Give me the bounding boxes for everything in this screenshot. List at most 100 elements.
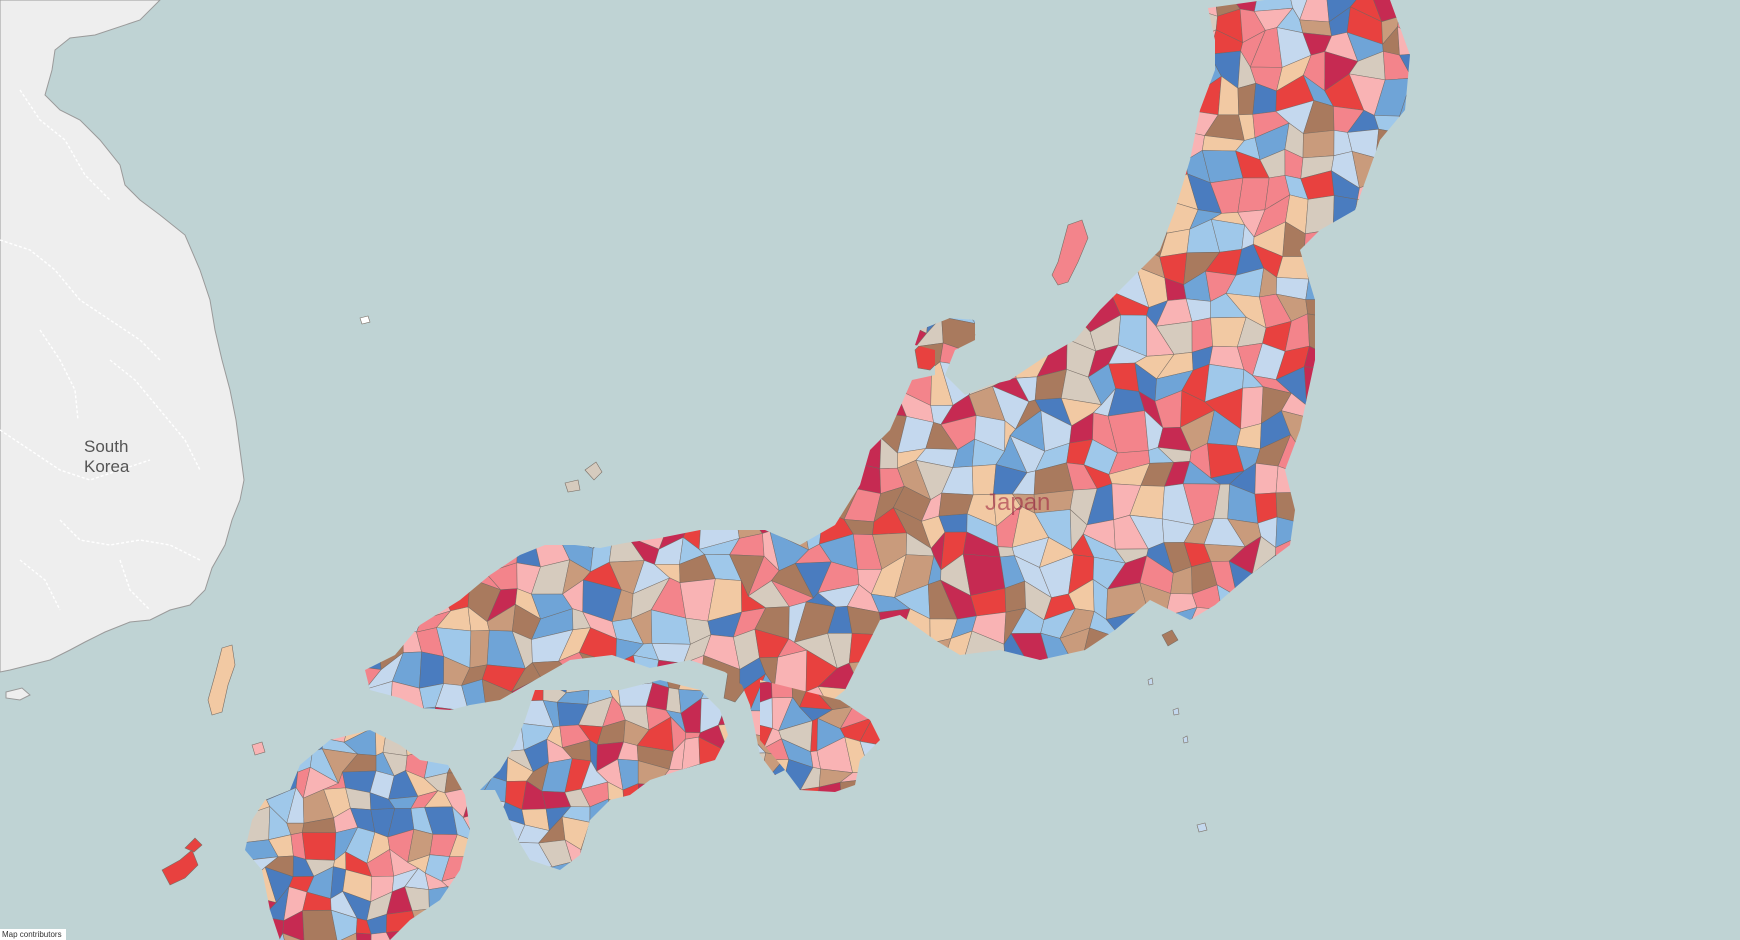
municipality-region[interactable] [247, 928, 279, 940]
municipality-region[interactable] [596, 819, 632, 846]
municipality-region[interactable] [231, 928, 250, 940]
municipality-region[interactable] [756, 519, 783, 534]
municipality-region[interactable] [762, 272, 787, 299]
municipality-region[interactable] [368, 434, 397, 471]
municipality-region[interactable] [726, 12, 760, 34]
municipality-region[interactable] [970, 179, 1004, 207]
municipality-region[interactable] [798, 417, 838, 454]
municipality-region[interactable] [842, 226, 879, 262]
municipality-region[interactable] [804, 145, 830, 173]
municipality-region[interactable] [1015, 42, 1050, 64]
municipality-region[interactable] [722, 827, 748, 853]
municipality-region[interactable] [427, 194, 443, 235]
municipality-region[interactable] [1405, 635, 1436, 658]
municipality-region[interactable] [1155, 758, 1187, 777]
municipality-region[interactable] [712, 151, 736, 185]
municipality-region[interactable] [1383, 321, 1411, 355]
municipality-region[interactable] [802, 457, 833, 497]
municipality-region[interactable] [587, 271, 621, 295]
municipality-region[interactable] [366, 271, 399, 299]
municipality-region[interactable] [965, 772, 999, 801]
municipality-region[interactable] [1013, 103, 1053, 142]
municipality-region[interactable] [633, 63, 661, 84]
municipality-region[interactable] [993, 706, 1015, 743]
municipality-region[interactable] [437, 103, 477, 130]
municipality-region[interactable] [721, 796, 748, 830]
municipality-region[interactable] [1068, 735, 1095, 765]
municipality-region[interactable] [703, 801, 739, 825]
municipality-region[interactable] [619, 123, 633, 154]
municipality-region[interactable] [403, 728, 439, 757]
municipality-region[interactable] [1083, 136, 1125, 164]
municipality-region[interactable] [890, 660, 926, 680]
municipality-region[interactable] [967, 731, 994, 751]
municipality-region[interactable] [1009, 228, 1054, 247]
municipality-region[interactable] [819, 244, 862, 286]
municipality-region[interactable] [1370, 438, 1397, 468]
municipality-region[interactable] [873, 370, 896, 389]
municipality-region[interactable] [1313, 483, 1338, 527]
municipality-region[interactable] [458, 486, 486, 525]
municipality-region[interactable] [342, 105, 381, 143]
municipality-region[interactable] [577, 78, 612, 115]
municipality-region[interactable] [665, 0, 687, 23]
municipality-region[interactable] [1232, 776, 1260, 813]
municipality-region[interactable] [651, 467, 695, 502]
municipality-region[interactable] [733, 415, 767, 443]
municipality-region[interactable] [651, 243, 695, 272]
municipality-region[interactable] [630, 147, 665, 188]
municipality-region[interactable] [745, 411, 790, 441]
municipality-region[interactable] [465, 350, 496, 381]
municipality-region[interactable] [1110, 1, 1147, 45]
municipality-region[interactable] [657, 780, 693, 810]
municipality-region[interactable] [949, 52, 979, 92]
municipality-region[interactable] [368, 467, 396, 501]
municipality-region[interactable] [634, 193, 665, 229]
municipality-region[interactable] [817, 805, 842, 825]
municipality-region[interactable] [725, 230, 757, 261]
municipality-region[interactable] [1350, 749, 1389, 784]
municipality-region[interactable] [1184, 634, 1222, 666]
municipality-region[interactable] [465, 199, 502, 234]
municipality-region[interactable] [1067, 11, 1087, 45]
municipality-region[interactable] [1300, 697, 1342, 738]
municipality-region[interactable] [376, 11, 401, 41]
municipality-region[interactable] [469, 630, 490, 669]
municipality-region[interactable] [940, 749, 969, 790]
municipality-region[interactable] [800, 75, 831, 99]
municipality-region[interactable] [344, 36, 377, 64]
municipality-region[interactable] [1399, 653, 1429, 694]
municipality-region[interactable] [416, 731, 441, 757]
municipality-region[interactable] [927, 218, 950, 260]
municipality-region[interactable] [780, 89, 812, 99]
municipality-region[interactable] [653, 387, 689, 424]
municipality-region[interactable] [998, 174, 1025, 207]
municipality-region[interactable] [976, 353, 1007, 381]
municipality-region[interactable] [343, 685, 374, 718]
municipality-region[interactable] [699, 763, 730, 794]
municipality-region[interactable] [485, 57, 524, 89]
municipality-region[interactable] [465, 723, 482, 748]
municipality-region[interactable] [447, 886, 472, 921]
municipality-region[interactable] [617, 859, 652, 887]
municipality-region[interactable] [506, 386, 534, 429]
municipality-region[interactable] [675, 217, 703, 260]
municipality-region[interactable] [737, 799, 770, 832]
municipality-region[interactable] [1086, 194, 1120, 236]
municipality-region[interactable] [753, 0, 790, 17]
municipality-region[interactable] [365, 75, 401, 108]
municipality-region[interactable] [506, 32, 547, 71]
municipality-region[interactable] [1010, 773, 1055, 813]
municipality-region[interactable] [730, 297, 764, 321]
municipality-region[interactable] [531, 252, 573, 285]
municipality-region[interactable] [1321, 444, 1365, 471]
municipality-region[interactable] [848, 61, 887, 88]
municipality-region[interactable] [469, 851, 494, 876]
municipality-region[interactable] [1378, 560, 1412, 587]
municipality-region[interactable] [1404, 607, 1437, 646]
municipality-region[interactable] [794, 321, 838, 354]
municipality-region[interactable] [434, 507, 474, 542]
municipality-region[interactable] [705, 25, 743, 65]
municipality-region[interactable] [400, 107, 426, 129]
municipality-region[interactable] [342, 180, 370, 208]
